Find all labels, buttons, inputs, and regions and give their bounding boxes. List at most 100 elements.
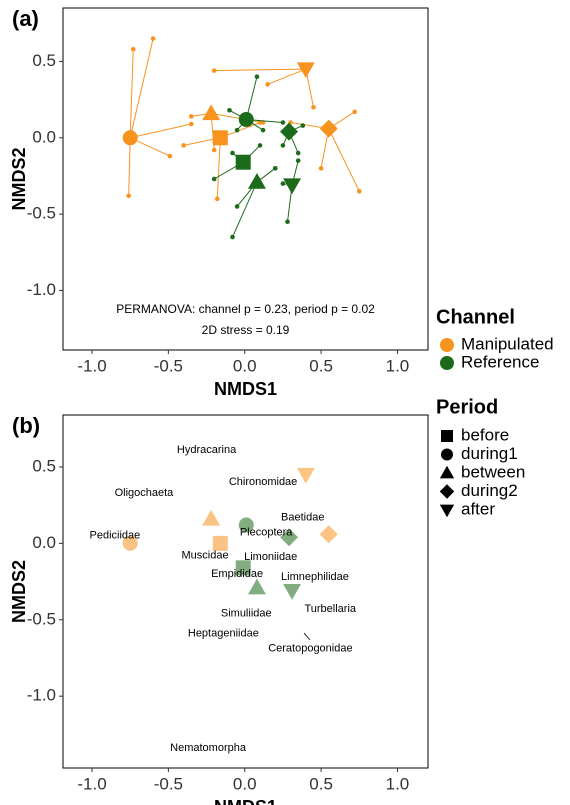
taxon-label: Hydracarina <box>177 444 237 456</box>
panel-label: (a) <box>12 6 39 31</box>
legend-label: between <box>461 462 525 481</box>
legend-shape <box>441 448 453 461</box>
annotation: 2D stress = 0.19 <box>202 323 290 337</box>
site-point <box>234 127 240 133</box>
site-point <box>211 68 217 73</box>
site-point <box>167 153 173 159</box>
centroid <box>122 535 138 551</box>
taxon-label: Baetidae <box>281 511 324 523</box>
taxon-label: Muscidae <box>181 549 228 561</box>
centroid <box>235 154 251 170</box>
centroid <box>212 130 228 146</box>
site-point <box>181 143 186 148</box>
x-axis-title: NMDS1 <box>214 379 277 399</box>
y-tick-label: -0.5 <box>27 609 56 628</box>
legend-label: before <box>461 425 509 444</box>
centroid <box>247 173 266 189</box>
x-axis-title: NMDS1 <box>214 797 277 805</box>
spoke <box>128 137 131 196</box>
site-point <box>188 114 194 119</box>
spoke <box>328 128 360 192</box>
spoke <box>129 38 154 138</box>
spoke <box>130 123 192 139</box>
leader-line <box>303 632 311 641</box>
legend-swatch <box>440 338 454 352</box>
series-group <box>122 36 362 202</box>
site-point <box>230 234 235 240</box>
x-tick-label: 0.5 <box>309 356 333 375</box>
centroid <box>280 528 299 547</box>
legend-label: during1 <box>461 444 518 463</box>
site-point <box>130 46 136 52</box>
x-tick-label: -1.0 <box>77 774 106 793</box>
plot-frame <box>62 7 429 351</box>
y-tick-label: -0.5 <box>27 204 56 223</box>
x-tick-label: 0.0 <box>233 774 257 793</box>
centroid <box>235 560 251 576</box>
site-point <box>295 150 301 156</box>
y-tick-label: 0.5 <box>32 456 56 475</box>
annotation: PERMANOVA: channel p = 0.23, period p = … <box>116 302 375 316</box>
legend-label: during2 <box>461 481 518 500</box>
site-point <box>280 143 286 148</box>
x-tick-label: -1.0 <box>77 356 106 375</box>
series-group <box>235 517 302 600</box>
x-tick-label: 0.5 <box>309 774 333 793</box>
site-point <box>211 176 217 182</box>
spoke <box>216 137 221 199</box>
site-point <box>211 147 217 153</box>
site-point <box>150 36 156 41</box>
site-point <box>214 196 220 202</box>
site-point <box>265 82 270 87</box>
x-tick-label: 1.0 <box>386 356 410 375</box>
x-tick-label: -0.5 <box>154 356 183 375</box>
spoke <box>267 68 307 85</box>
taxon-label: Pediciidae <box>90 530 141 542</box>
taxon-label: Chironomidae <box>229 476 297 488</box>
legend-shape <box>439 484 455 499</box>
taxon-label: Nematomorpha <box>170 742 247 754</box>
taxon-label: Oligochaeta <box>115 487 175 499</box>
centroid <box>247 578 266 595</box>
legend-label: Manipulated <box>461 334 554 353</box>
legend-shape <box>439 504 455 518</box>
legend-label: Reference <box>461 352 539 371</box>
site-point <box>356 188 362 194</box>
y-tick-label: 0.5 <box>32 51 56 70</box>
centroid <box>202 104 221 121</box>
centroid <box>296 467 315 484</box>
site-point <box>257 143 263 148</box>
centroid <box>238 517 254 533</box>
legend-label: after <box>461 499 495 518</box>
centroid <box>283 583 302 600</box>
taxon-label: Empididae <box>211 568 263 580</box>
taxon-label: Turbellaria <box>304 603 356 615</box>
legend-title: Channel <box>436 306 515 328</box>
plot-frame <box>62 414 429 769</box>
y-tick-label: 0.0 <box>32 127 56 146</box>
x-tick-label: 1.0 <box>386 774 410 793</box>
taxon-label: Simuliidae <box>221 608 272 620</box>
legend-title: Period <box>436 396 498 418</box>
legend-shape <box>441 430 453 442</box>
site-point <box>285 219 290 225</box>
site-point <box>126 193 131 199</box>
series-group <box>122 467 338 551</box>
taxon-label: Limnephilidae <box>281 571 349 583</box>
centroid <box>238 111 254 127</box>
site-point <box>295 158 301 163</box>
site-point <box>300 123 306 128</box>
centroid <box>319 525 338 544</box>
taxon-label: Limoniidae <box>244 551 297 563</box>
site-point <box>318 166 324 171</box>
series-group <box>211 74 306 240</box>
y-tick-label: 0.0 <box>32 533 56 552</box>
y-axis-title: NMDS2 <box>9 560 29 623</box>
x-tick-label: 0.0 <box>233 356 257 375</box>
site-point <box>188 121 194 127</box>
centroid <box>319 119 338 138</box>
taxon-label: Ceratopogonidae <box>268 643 352 655</box>
site-point <box>280 181 286 186</box>
site-point <box>311 104 316 110</box>
